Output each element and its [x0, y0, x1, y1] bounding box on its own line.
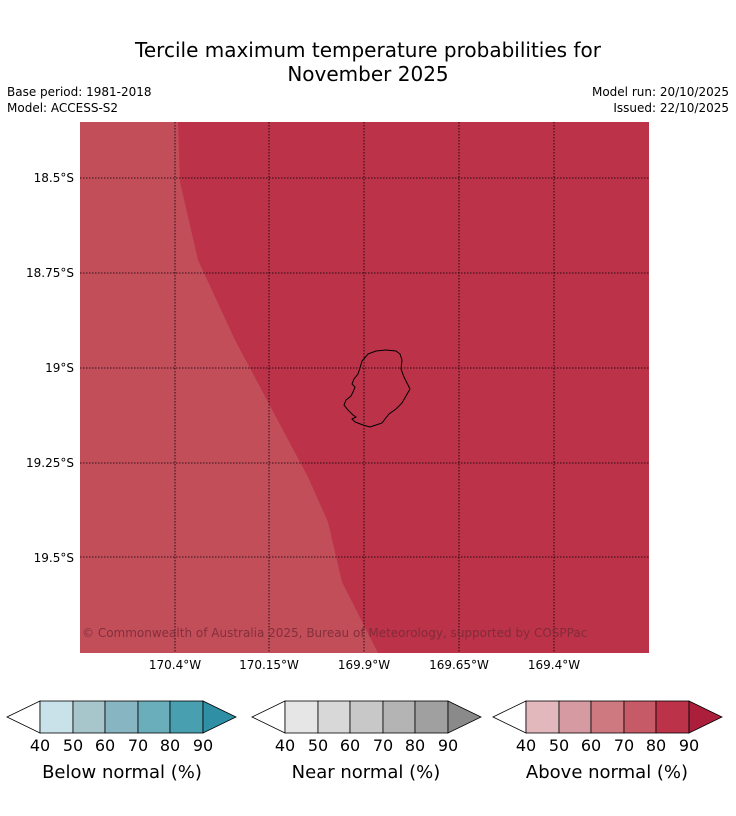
probability-map: [80, 122, 649, 653]
model-name: Model: ACCESS-S2: [7, 101, 119, 115]
below-tick-70: 70: [127, 736, 149, 755]
above-swatch-50-60: [558, 700, 592, 734]
near-swatch-80-90: [414, 700, 449, 734]
lat-label-19-25: 19.25°S: [26, 456, 74, 470]
legend-near-colorbar: [251, 700, 482, 734]
legend-below-colorbar: [6, 700, 237, 734]
near-swatch-40-50: [284, 700, 319, 734]
metadata-right: Model run: 20/10/2025 Issued: 22/10/2025: [592, 84, 729, 116]
below-tick-50: 50: [62, 736, 84, 755]
model-run: Model run: 20/10/2025: [591, 85, 729, 99]
chart-title: Tercile maximum temperature probabilitie…: [0, 38, 736, 86]
above-swatch-60-70: [590, 700, 625, 734]
near-swatch-50-60: [317, 700, 351, 734]
near-tick-70: 70: [372, 736, 394, 755]
title-line-1: Tercile maximum temperature probabilitie…: [135, 38, 601, 62]
lat-label-19-5: 19.5°S: [33, 551, 74, 565]
above-tick-40: 40: [515, 736, 537, 755]
near-arrow-min: [251, 700, 286, 734]
below-arrow-max: [202, 700, 237, 734]
below-arrow-min: [6, 700, 41, 734]
near-swatch-70-80: [382, 700, 416, 734]
title-line-2: November 2025: [287, 62, 449, 86]
below-tick-80: 80: [159, 736, 181, 755]
above-tick-90: 90: [678, 736, 700, 755]
near-tick-80: 80: [404, 736, 426, 755]
region-above-80-90: [178, 122, 649, 653]
base-period: Base period: 1981-2018: [7, 85, 152, 99]
lon-label-170-15: 170.15°W: [239, 658, 299, 672]
lat-label-19: 19°S: [45, 361, 74, 375]
near-tick-40: 40: [274, 736, 296, 755]
below-swatch-70-80: [137, 700, 171, 734]
legend-below-title: Below normal (%): [42, 762, 202, 783]
near-tick-60: 60: [339, 736, 361, 755]
copyright-notice: © Commonwealth of Australia 2025, Bureau…: [82, 626, 588, 640]
above-tick-60: 60: [580, 736, 602, 755]
lon-label-170-4: 170.4°W: [148, 658, 202, 672]
near-swatch-60-70: [349, 700, 384, 734]
niue-coastline: [343, 349, 411, 428]
above-tick-80: 80: [645, 736, 667, 755]
below-swatch-40-50: [39, 700, 74, 734]
legend-above-title: Above normal (%): [525, 762, 689, 783]
lon-label-169-65: 169.65°W: [429, 658, 489, 672]
below-swatch-80-90: [169, 700, 204, 734]
lon-label-169-9: 169.9°W: [337, 658, 391, 672]
issued-date: Issued: 22/10/2025: [613, 101, 729, 115]
metadata-left: Base period: 1981-2018 Model: ACCESS-S2: [7, 84, 152, 116]
lat-label-18-75: 18.75°S: [26, 266, 74, 280]
above-arrow-min: [492, 700, 527, 734]
above-arrow-max: [688, 700, 723, 734]
below-swatch-60-70: [104, 700, 139, 734]
below-swatch-50-60: [72, 700, 106, 734]
legend-near-title: Near normal (%): [291, 762, 441, 783]
near-tick-50: 50: [307, 736, 329, 755]
above-tick-50: 50: [548, 736, 570, 755]
above-swatch-80-90: [655, 700, 690, 734]
lon-label-169-4: 169.4°W: [527, 658, 581, 672]
lat-label-18-5: 18.5°S: [33, 171, 74, 185]
above-tick-70: 70: [613, 736, 635, 755]
above-swatch-70-80: [623, 700, 657, 734]
below-tick-60: 60: [94, 736, 116, 755]
above-swatch-40-50: [525, 700, 560, 734]
near-arrow-max: [447, 700, 482, 734]
gridlines: [80, 122, 649, 653]
below-tick-40: 40: [29, 736, 51, 755]
near-tick-90: 90: [437, 736, 459, 755]
legend-above-colorbar: [492, 700, 723, 734]
below-tick-90: 90: [192, 736, 214, 755]
